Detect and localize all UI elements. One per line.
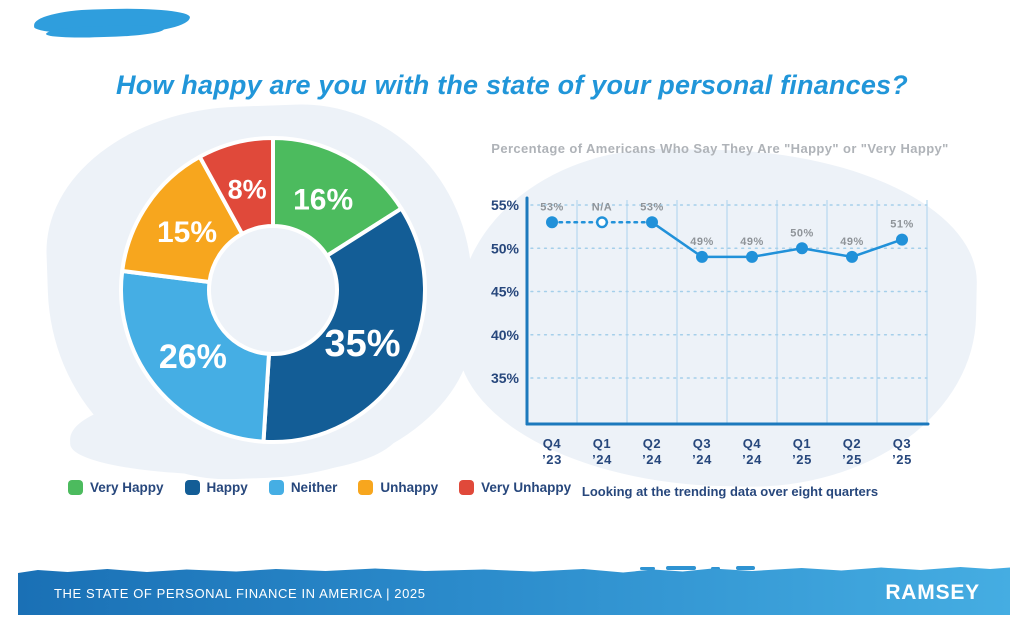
data-point-label: 53%	[540, 201, 564, 213]
x-axis-tick-label: Q1’24	[592, 436, 612, 467]
legend-swatch	[358, 480, 374, 495]
data-point-label: 53%	[640, 201, 664, 213]
x-axis-tick-label: Q1’25	[792, 436, 812, 467]
data-point	[896, 233, 908, 246]
donut-slice-happy	[261, 206, 427, 444]
data-point	[846, 250, 858, 263]
x-axis-tick-label: Q2’25	[842, 436, 862, 467]
legend-item-very-happy: Very Happy	[68, 480, 164, 495]
donut-slice-label: 8%	[228, 175, 267, 205]
legend-swatch	[459, 480, 475, 495]
legend-item-unhappy: Unhappy	[358, 480, 438, 495]
donut-legend: Very Happy Happy Neither Unhappy Very Unhapp…	[68, 480, 571, 495]
data-point	[646, 216, 658, 229]
legend-swatch	[68, 480, 83, 495]
footer-bar: THE STATE OF PERSONAL FINANCE IN AMERICA…	[18, 567, 1010, 615]
legend-swatch	[184, 480, 200, 495]
data-point	[696, 250, 708, 263]
x-axis-tick-label: Q4’23	[542, 436, 562, 467]
footer-title: THE STATE OF PERSONAL FINANCE IN AMERICA…	[54, 585, 426, 601]
line-chart-caption: Looking at the trending data over eight …	[581, 484, 879, 499]
data-point	[796, 242, 808, 255]
legend-label: Very Happy	[90, 480, 164, 495]
data-point-label: 49%	[840, 236, 864, 248]
donut-slice-very-unhappy	[197, 136, 275, 236]
y-axis-tick-label: 50%	[491, 240, 520, 256]
data-point	[546, 216, 558, 229]
donut-slice-label: 16%	[293, 183, 353, 216]
brush-speck	[640, 567, 655, 570]
brush-speck	[666, 566, 696, 570]
legend-label: Neither	[290, 480, 338, 495]
data-point-label: 49%	[690, 236, 714, 248]
donut-slice-label: 26%	[159, 338, 227, 376]
data-point-na	[595, 216, 608, 229]
x-axis-tick-label: Q3’24	[692, 436, 712, 467]
data-point-label: 50%	[790, 227, 814, 239]
donut-slice-very-happy	[271, 136, 404, 258]
x-axis-tick-label: Q4’24	[742, 436, 762, 467]
line-chart-title: Percentage of Americans Who Say They Are…	[491, 141, 949, 156]
page-title: How happy are you with the state of your…	[116, 70, 908, 100]
x-axis-tick-label: Q2’24	[642, 436, 662, 467]
x-axis-tick-label: Q3’25	[892, 436, 912, 467]
line-chart: 55% 50% 45% 40% 35% 53% N/A 53% 49% 49% 50% 49% 51% Q…	[486, 193, 978, 475]
data-point-label: 49%	[740, 236, 764, 248]
legend-label: Happy	[206, 480, 248, 495]
legend-item-neither: Neither	[268, 480, 338, 495]
data-point-label: N/A	[592, 201, 612, 213]
y-axis-tick-label: 55%	[491, 197, 520, 213]
data-point	[746, 250, 758, 263]
legend-swatch	[268, 480, 284, 495]
brush-speck	[711, 567, 720, 570]
y-axis-tick-label: 40%	[491, 327, 520, 343]
donut-slice-neither	[119, 268, 271, 444]
brush-speck	[736, 566, 755, 570]
data-point-label: 51%	[890, 219, 914, 231]
y-axis-tick-label: 35%	[491, 370, 520, 386]
legend-item-happy: Happy	[184, 480, 248, 495]
ramsey-logo: RAMSEY	[885, 581, 980, 604]
donut-slice-label: 35%	[324, 323, 400, 365]
donut-chart: 16% 35% 26% 15% 8%	[116, 133, 430, 447]
donut-slice-label: 15%	[157, 216, 217, 249]
legend-item-very-unhappy: Very Unhappy	[459, 480, 571, 495]
legend-label: Unhappy	[380, 480, 439, 495]
y-axis-tick-label: 45%	[491, 284, 520, 300]
legend-label: Very Unhappy	[481, 480, 572, 495]
